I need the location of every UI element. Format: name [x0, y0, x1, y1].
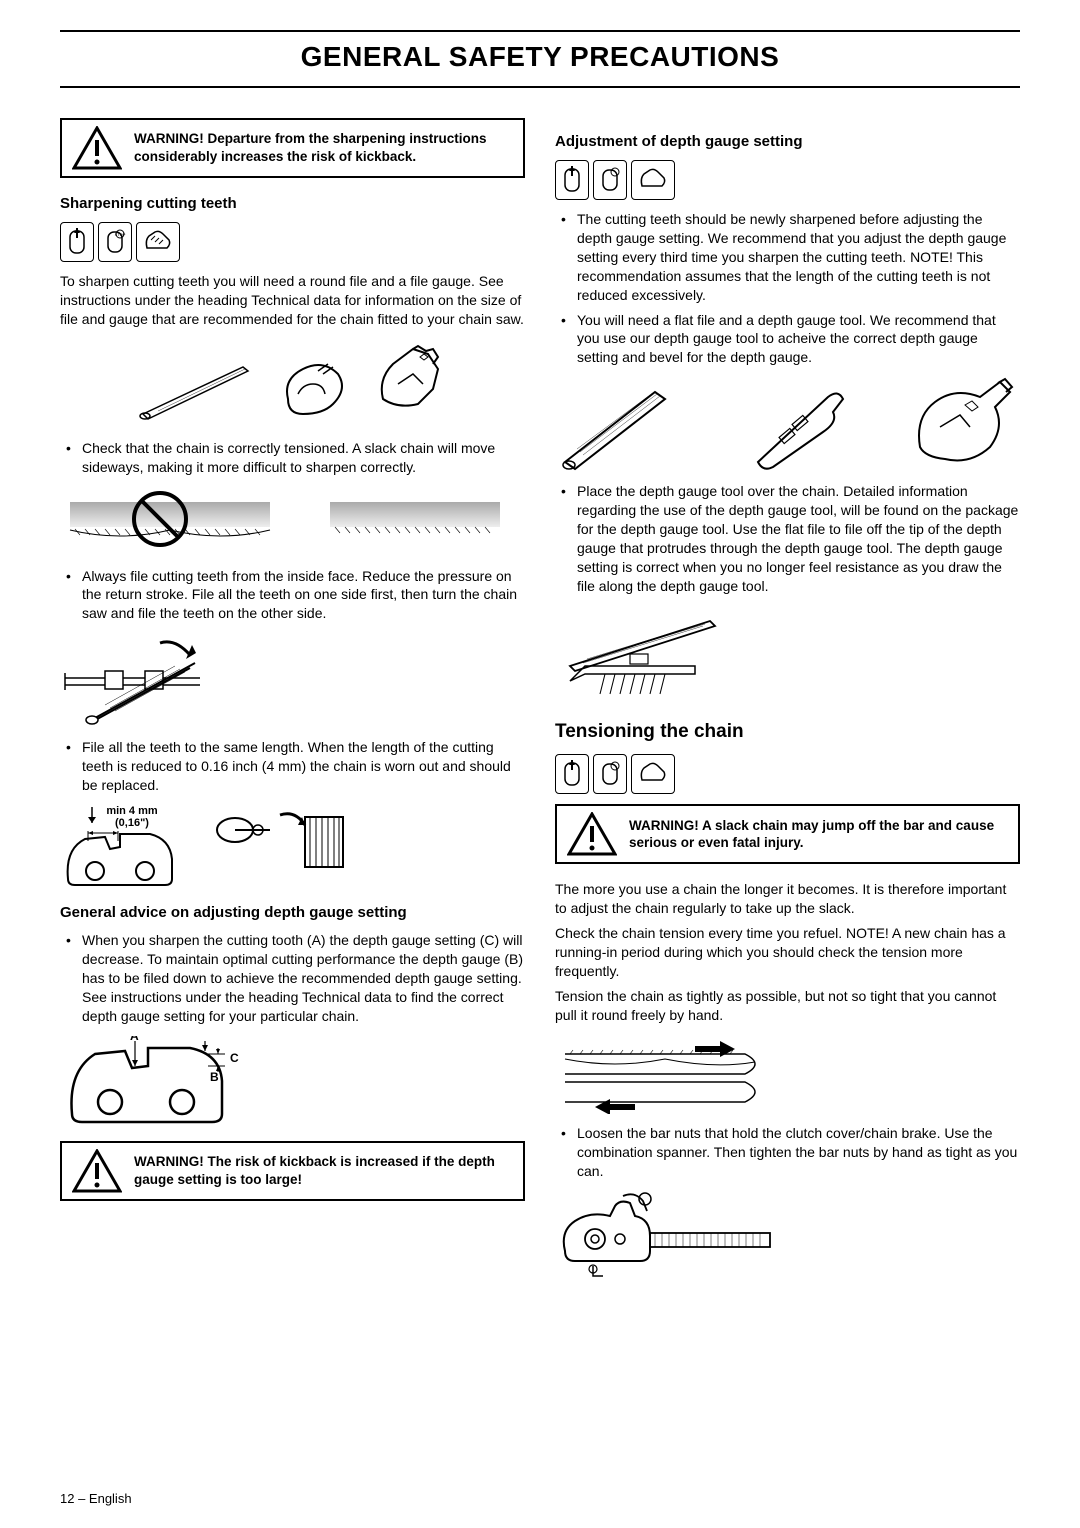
manual-icon [555, 754, 589, 794]
warning-triangle-icon [72, 1149, 122, 1193]
manual-icon [60, 222, 94, 262]
diagram-filing-direction [60, 633, 525, 728]
manual-stop-gloves-icons [555, 160, 1020, 200]
bullet-file-length: File all the teeth to the same length. W… [60, 738, 525, 795]
right-column: Adjustment of depth gauge setting The cu… [555, 118, 1020, 1291]
manual-icon [555, 160, 589, 200]
diagram-chain-tension-prohibit [60, 487, 525, 557]
page-title: GENERAL SAFETY PRECAUTIONS [60, 30, 1020, 88]
diagram-abc-labels: A C B [60, 1036, 525, 1131]
diagram-chainsaw-spanner [555, 1191, 1020, 1281]
two-column-layout: WARNING! Departure from the sharpening i… [60, 118, 1020, 1291]
gloves-icon [136, 222, 180, 262]
heading-adjustment: Adjustment of depth gauge setting [555, 132, 1020, 152]
heading-tensioning: Tensioning the chain [555, 719, 1020, 745]
warning-box-kickback: WARNING! Departure from the sharpening i… [60, 118, 525, 178]
paragraph-tension2: Check the chain tension every time you r… [555, 924, 1020, 981]
bullet-loosen: Loosen the bar nuts that hold the clutch… [555, 1124, 1020, 1181]
stop-icon: STOP [98, 222, 132, 262]
heading-general-advice: General advice on adjusting depth gauge … [60, 903, 525, 923]
diagram-file-gauge-tooth [60, 339, 525, 429]
diagram-chain-arrows [555, 1034, 1020, 1114]
stop-icon [593, 754, 627, 794]
manual-stop-gloves-icons: STOP [60, 222, 525, 262]
warning-triangle-icon [567, 812, 617, 856]
paragraph-tension3: Tension the chain as tightly as possible… [555, 987, 1020, 1025]
diagram-file-on-gauge [555, 606, 1020, 701]
stop-icon [593, 160, 627, 200]
page-footer: 12 – English [60, 1490, 132, 1508]
warning-text: WARNING! A slack chain may jump off the … [629, 817, 1008, 852]
heading-sharpening: Sharpening cutting teeth [60, 194, 525, 214]
bullet-file-inside: Always file cutting teeth from the insid… [60, 567, 525, 624]
warning-text: WARNING! Departure from the sharpening i… [134, 130, 513, 165]
gloves-icon [631, 160, 675, 200]
warning-triangle-icon [72, 126, 122, 170]
bullet-adj3: Place the depth gauge tool over the chai… [555, 482, 1020, 595]
svg-text:A: A [130, 1036, 139, 1043]
svg-text:B: B [210, 1070, 219, 1084]
svg-text:C: C [230, 1051, 239, 1065]
bullet-adj2: You will need a flat file and a depth ga… [555, 311, 1020, 368]
warning-box-depth-gauge: WARNING! The risk of kickback is increas… [60, 1141, 525, 1201]
warning-box-slack-chain: WARNING! A slack chain may jump off the … [555, 804, 1020, 864]
gloves-icon [631, 754, 675, 794]
left-column: WARNING! Departure from the sharpening i… [60, 118, 525, 1291]
bullet-adj1: The cutting teeth should be newly sharpe… [555, 210, 1020, 304]
paragraph-tension1: The more you use a chain the longer it b… [555, 880, 1020, 918]
warning-text: WARNING! The risk of kickback is increas… [134, 1153, 513, 1188]
min4-label: min 4 mm(0,16") [106, 805, 157, 829]
diagram-flatfile-gauge-tooth [555, 377, 1020, 472]
manual-stop-gloves-icons [555, 754, 1020, 794]
bullet-general-advice: When you sharpen the cutting tooth (A) t… [60, 931, 525, 1025]
svg-text:STOP: STOP [115, 232, 126, 237]
file-into-gauge-diagram [210, 805, 350, 875]
diagram-min-4mm: min 4 mm(0,16") [60, 805, 525, 889]
bullet-check-tension: Check that the chain is correctly tensio… [60, 439, 525, 477]
paragraph-sharpen-intro: To sharpen cutting teeth you will need a… [60, 272, 525, 329]
